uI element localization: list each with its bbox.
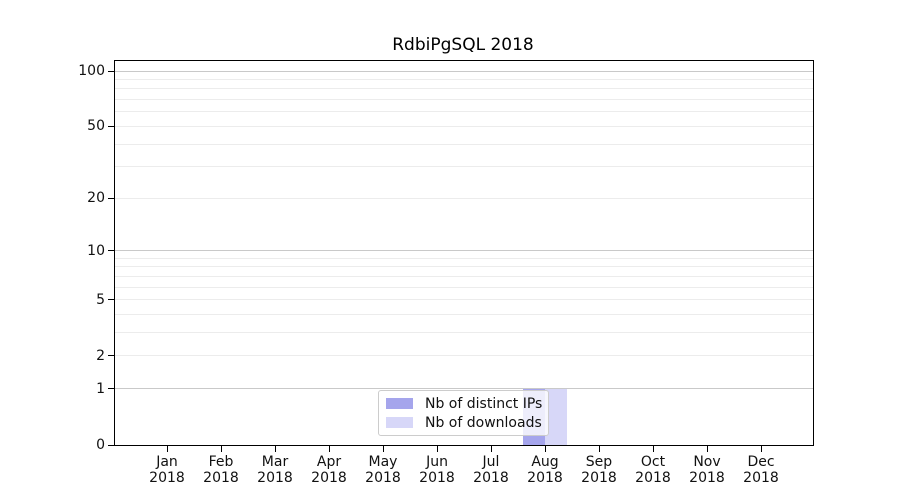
x-tick-mark bbox=[707, 446, 708, 452]
bar-downloads bbox=[545, 388, 567, 445]
x-tick-label: Dec 2018 bbox=[743, 454, 779, 486]
gridline-minor bbox=[115, 78, 813, 80]
x-tick-mark bbox=[491, 446, 492, 452]
x-tick-label: Mar 2018 bbox=[257, 454, 293, 486]
x-tick-label: Jun 2018 bbox=[419, 454, 455, 486]
x-tick-mark bbox=[599, 446, 600, 452]
legend: Nb of distinct IPs Nb of downloads bbox=[378, 390, 549, 436]
y-tick-label: 5 bbox=[96, 291, 105, 308]
legend-item-distinct-ips: Nb of distinct IPs bbox=[379, 394, 548, 413]
y-tick-mark bbox=[108, 299, 115, 301]
gridline-minor bbox=[115, 266, 813, 268]
x-tick-mark bbox=[221, 446, 222, 452]
y-tick-mark bbox=[108, 388, 115, 390]
gridline-minor bbox=[115, 257, 813, 259]
plot-area: 0 1 2 5 10 20 50 100 Jan 2018 Feb 2018 Mar 2018 Apr 201… bbox=[78, 60, 814, 486]
x-tick-mark bbox=[545, 446, 546, 452]
x-tick-mark bbox=[653, 446, 654, 452]
x-tick-mark bbox=[437, 446, 438, 452]
gridline-minor bbox=[115, 197, 813, 199]
gridline-major bbox=[115, 250, 813, 252]
gridline-minor bbox=[115, 125, 813, 127]
y-tick-mark bbox=[108, 250, 115, 252]
x-tick-label: Jan 2018 bbox=[149, 454, 185, 486]
gridline-major bbox=[115, 70, 813, 72]
y-tick-label: 0 bbox=[96, 437, 105, 453]
x-tick-label: Aug 2018 bbox=[527, 454, 563, 486]
y-tick-label: 1 bbox=[96, 380, 105, 397]
gridline-minor bbox=[115, 99, 813, 101]
gridline-major bbox=[115, 388, 813, 390]
y-tick-label: 2 bbox=[96, 347, 105, 364]
gridline-minor bbox=[115, 111, 813, 113]
legend-label-distinct-ips: Nb of distinct IPs bbox=[425, 395, 543, 412]
x-tick-mark bbox=[383, 446, 384, 452]
legend-swatch-downloads bbox=[386, 417, 413, 428]
gridline-minor bbox=[115, 88, 813, 90]
y-tick-label: 20 bbox=[87, 190, 105, 207]
chart-title: RdbiPgSQL 2018 bbox=[392, 35, 534, 55]
x-tick-label: Apr 2018 bbox=[311, 454, 347, 486]
y-tick-mark bbox=[108, 444, 115, 446]
y-tick-label: 100 bbox=[78, 63, 105, 79]
x-tick-label: Nov 2018 bbox=[689, 454, 725, 486]
legend-item-downloads: Nb of downloads bbox=[379, 413, 548, 432]
gridline-minor bbox=[115, 286, 813, 288]
x-tick-label: May 2018 bbox=[365, 454, 401, 486]
x-tick-mark bbox=[329, 446, 330, 452]
gridline-minor bbox=[115, 332, 813, 334]
gridline-minor bbox=[115, 143, 813, 145]
y-tick-mark bbox=[108, 197, 115, 199]
gridline-minor bbox=[115, 314, 813, 316]
legend-swatch-distinct-ips bbox=[386, 398, 413, 409]
x-tick-label: Oct 2018 bbox=[635, 454, 671, 486]
x-tick-label: Sep 2018 bbox=[581, 454, 617, 486]
y-tick-mark bbox=[108, 355, 115, 357]
y-tick-mark bbox=[108, 125, 115, 127]
legend-label-downloads: Nb of downloads bbox=[425, 414, 542, 431]
gridline-minor bbox=[115, 275, 813, 277]
y-tick-label: 10 bbox=[87, 242, 105, 259]
x-tick-label: Jul 2018 bbox=[473, 454, 509, 486]
x-tick-mark bbox=[167, 446, 168, 452]
x-tick-mark bbox=[275, 446, 276, 452]
x-tick-mark bbox=[761, 446, 762, 452]
gridline-minor bbox=[115, 299, 813, 301]
y-tick-label: 50 bbox=[87, 118, 105, 135]
x-tick-label: Feb 2018 bbox=[203, 454, 239, 486]
y-tick-mark bbox=[108, 70, 115, 72]
gridline-minor bbox=[115, 166, 813, 168]
gridline-minor bbox=[115, 355, 813, 357]
